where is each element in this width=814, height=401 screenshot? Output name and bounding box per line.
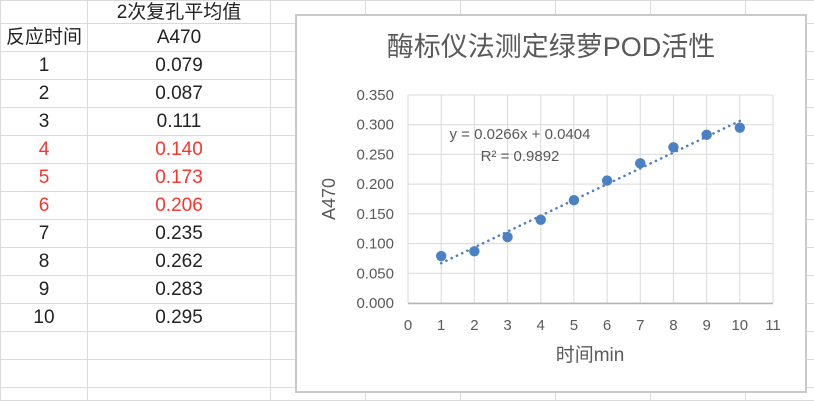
y-tick-label: 0.250	[356, 146, 394, 163]
data-point	[436, 251, 446, 261]
time-cell[interactable]: 6	[1, 192, 88, 220]
time-cell[interactable]: 1	[1, 52, 88, 80]
time-cell[interactable]: 8	[1, 248, 88, 276]
x-tick-label: 11	[765, 317, 781, 334]
data-point	[536, 215, 546, 225]
x-tick-label: 10	[731, 317, 748, 334]
a470-cell[interactable]: 0.262	[88, 248, 271, 276]
a470-cell[interactable]: 0.173	[88, 164, 271, 192]
y-tick-label: 0.000	[356, 295, 394, 312]
y-tick-label: 0.150	[356, 206, 394, 223]
a470-cell[interactable]: 0.079	[88, 52, 271, 80]
a470-cell[interactable]: 0.283	[88, 276, 271, 304]
a470-cell[interactable]: 0.087	[88, 80, 271, 108]
x-tick-label: 2	[470, 317, 478, 334]
time-cell[interactable]: 2	[1, 80, 88, 108]
a470-header-cell[interactable]: A470	[88, 24, 271, 52]
cell[interactable]	[88, 360, 271, 388]
trendline-r2-label: R² = 0.9892	[481, 148, 560, 165]
a470-cell[interactable]: 0.206	[88, 192, 271, 220]
y-tick-label: 0.350	[356, 87, 394, 104]
data-point	[569, 195, 579, 205]
chart[interactable]: 0 1 2 3 4 5 6 7 8 9 10 11 0.000 0.050 0.100 0.150 0.200 0…	[295, 14, 807, 393]
data-point	[602, 175, 612, 185]
data-point	[469, 246, 479, 256]
x-tick-label: 3	[503, 317, 511, 334]
a470-cell[interactable]: 0.140	[88, 136, 271, 164]
time-header-cell[interactable]: 反应时间	[1, 24, 88, 52]
time-cell[interactable]: 5	[1, 164, 88, 192]
cell[interactable]	[1, 388, 88, 401]
cell[interactable]	[1, 332, 88, 360]
x-tick-label: 7	[636, 317, 644, 334]
x-tick-label: 6	[603, 317, 611, 334]
cell[interactable]	[88, 332, 271, 360]
plot-layer: 0 1 2 3 4 5 6 7 8 9 10 11 0.000 0.050 0.100 0.150 0.200 0…	[356, 87, 780, 334]
x-tick-label: 5	[570, 317, 578, 334]
data-point	[502, 232, 512, 242]
x-tick-label: 0	[404, 317, 412, 334]
time-cell[interactable]: 9	[1, 276, 88, 304]
y-tick-label: 0.200	[356, 176, 394, 193]
chart-title: 酶标仪法测定绿萝POD活性	[387, 32, 716, 62]
y-axis-title: A470	[319, 178, 339, 220]
time-cell[interactable]: 3	[1, 108, 88, 136]
time-cell[interactable]: 7	[1, 220, 88, 248]
data-point	[635, 158, 645, 168]
y-tick-label: 0.100	[356, 236, 394, 253]
time-cell[interactable]: 4	[1, 136, 88, 164]
x-tick-label: 9	[702, 317, 710, 334]
data-point	[668, 142, 678, 152]
x-axis-title: 时间min	[556, 344, 625, 366]
a470-cell[interactable]: 0.295	[88, 304, 271, 332]
y-tick-label: 0.300	[356, 117, 394, 134]
x-tick-label: 4	[537, 317, 545, 334]
cell[interactable]	[88, 388, 271, 401]
merged-header-cell[interactable]: 2次复孔平均值	[88, 1, 271, 24]
chart-svg: 0 1 2 3 4 5 6 7 8 9 10 11 0.000 0.050 0.100 0.150 0.200 0…	[297, 16, 805, 391]
trendline-equation-label: y = 0.0266x + 0.0404	[450, 126, 591, 143]
x-tick-label: 8	[669, 317, 677, 334]
data-point	[701, 130, 711, 140]
cell[interactable]	[1, 1, 88, 24]
data-point	[735, 122, 745, 132]
y-tick-label: 0.050	[356, 265, 394, 282]
a470-cell[interactable]: 0.235	[88, 220, 271, 248]
x-tick-label: 1	[437, 317, 445, 334]
cell[interactable]	[1, 360, 88, 388]
time-cell[interactable]: 10	[1, 304, 88, 332]
a470-cell[interactable]: 0.111	[88, 108, 271, 136]
